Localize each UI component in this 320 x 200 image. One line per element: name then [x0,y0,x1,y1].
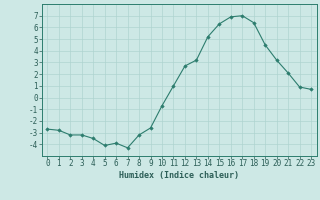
X-axis label: Humidex (Indice chaleur): Humidex (Indice chaleur) [119,171,239,180]
